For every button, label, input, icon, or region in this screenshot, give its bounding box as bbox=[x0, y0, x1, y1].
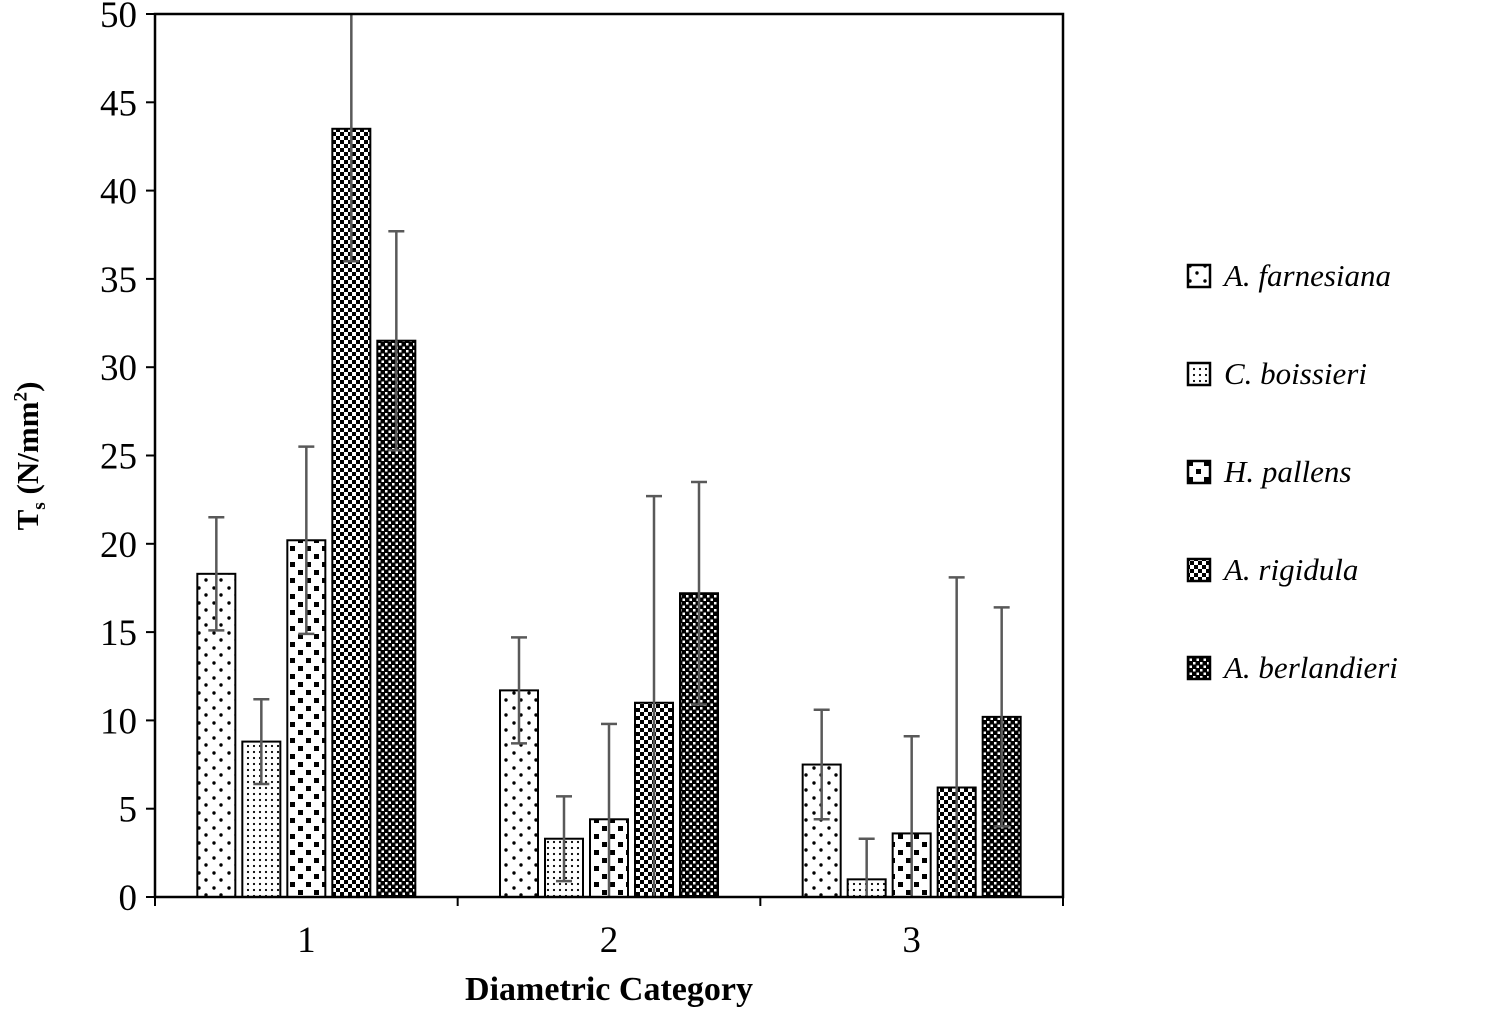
y-tick-label: 45 bbox=[100, 83, 137, 124]
legend-label-farnesiana: A. farnesiana bbox=[1224, 258, 1392, 293]
y-tick-label: 5 bbox=[119, 790, 138, 831]
y-tick-label: 0 bbox=[119, 878, 138, 919]
y-title-main: T bbox=[10, 509, 45, 531]
y-tick-label: 10 bbox=[100, 701, 137, 742]
x-axis-title: Diametric Category bbox=[465, 971, 753, 1008]
legend-swatch-rigidula bbox=[1186, 557, 1212, 583]
legend-label-boissieri: C. boissieri bbox=[1224, 356, 1367, 391]
legend-label-rigidula: A. rigidula bbox=[1224, 552, 1359, 587]
plot-frame bbox=[153, 12, 1065, 899]
error-bars bbox=[208, 14, 1010, 897]
y-tick-label: 50 bbox=[100, 0, 137, 36]
legend-item-boissieri: C. boissieri bbox=[1186, 356, 1398, 392]
legend-label-pallens: H. pallens bbox=[1224, 454, 1352, 489]
y-tick-label: 35 bbox=[100, 260, 137, 301]
y-title-units-close: ) bbox=[10, 381, 45, 392]
legend-swatch-boissieri bbox=[1186, 361, 1212, 387]
y-axis-title: Ts (N/mm2) bbox=[10, 306, 54, 606]
y-tick-label: 30 bbox=[100, 348, 137, 389]
y-title-units-open: (N/mm bbox=[10, 401, 45, 503]
legend: A. farnesiana C. boissieri H. pallens A.… bbox=[1186, 258, 1398, 686]
legend-item-rigidula: A. rigidula bbox=[1186, 552, 1398, 588]
y-tick-label: 40 bbox=[100, 172, 137, 213]
legend-item-farnesiana: A. farnesiana bbox=[1186, 258, 1398, 294]
y-tick-label: 25 bbox=[100, 437, 137, 478]
y-title-superscript: 2 bbox=[10, 391, 32, 402]
legend-label-berlandieri: A. berlandieri bbox=[1224, 650, 1398, 685]
y-tick-label: 15 bbox=[100, 613, 137, 654]
legend-swatch-berlandieri bbox=[1186, 655, 1212, 681]
legend-swatch-pallens bbox=[1186, 459, 1212, 485]
x-category-label: 1 bbox=[297, 920, 316, 961]
y-tick-label: 20 bbox=[100, 525, 137, 566]
x-category-label: 3 bbox=[902, 920, 921, 961]
x-category-label: 2 bbox=[600, 920, 619, 961]
legend-item-pallens: H. pallens bbox=[1186, 454, 1398, 490]
legend-swatch-farnesiana bbox=[1186, 263, 1212, 289]
legend-item-berlandieri: A. berlandieri bbox=[1186, 650, 1398, 686]
y-title-subscript: s bbox=[29, 502, 51, 510]
